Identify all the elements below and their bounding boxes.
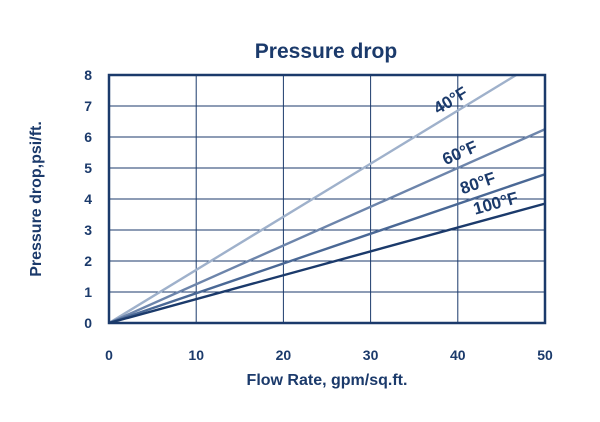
x-tick-label: 10	[188, 347, 204, 363]
series-line-2	[108, 173, 546, 325]
y-tick-label: 4	[84, 191, 92, 207]
x-tick-label: 20	[276, 347, 292, 363]
y-tick-label: 2	[84, 253, 92, 269]
series-label-1: 60°F	[440, 137, 481, 169]
x-axis-ticks: 0 10 20 30 40 50	[105, 347, 553, 363]
x-axis-label: Flow Rate, gpm/sq.ft.	[247, 372, 408, 389]
y-axis-ticks: 0 1 2 3 4 5 6 7 8	[84, 67, 92, 331]
y-tick-label: 6	[84, 129, 92, 145]
series-lines	[108, 73, 546, 325]
plot-frame	[107, 73, 547, 325]
y-tick-label: 3	[84, 222, 92, 238]
x-tick-label: 50	[537, 347, 553, 363]
y-tick-label: 0	[84, 315, 92, 331]
x-tick-label: 40	[450, 347, 466, 363]
x-tick-label: 30	[363, 347, 379, 363]
y-axis-label: Pressure drop,psi/ft.	[28, 121, 45, 277]
series-line-0	[108, 73, 517, 325]
y-tick-label: 8	[84, 67, 92, 83]
series-line-3	[108, 202, 546, 325]
x-tick-label: 0	[105, 347, 113, 363]
series-line-1	[108, 128, 546, 325]
series-label-0: 40°F	[430, 83, 471, 118]
y-tick-label: 5	[84, 160, 92, 176]
chart-title: Pressure drop	[255, 40, 397, 63]
y-tick-label: 7	[84, 98, 92, 114]
y-tick-label: 1	[84, 284, 92, 300]
